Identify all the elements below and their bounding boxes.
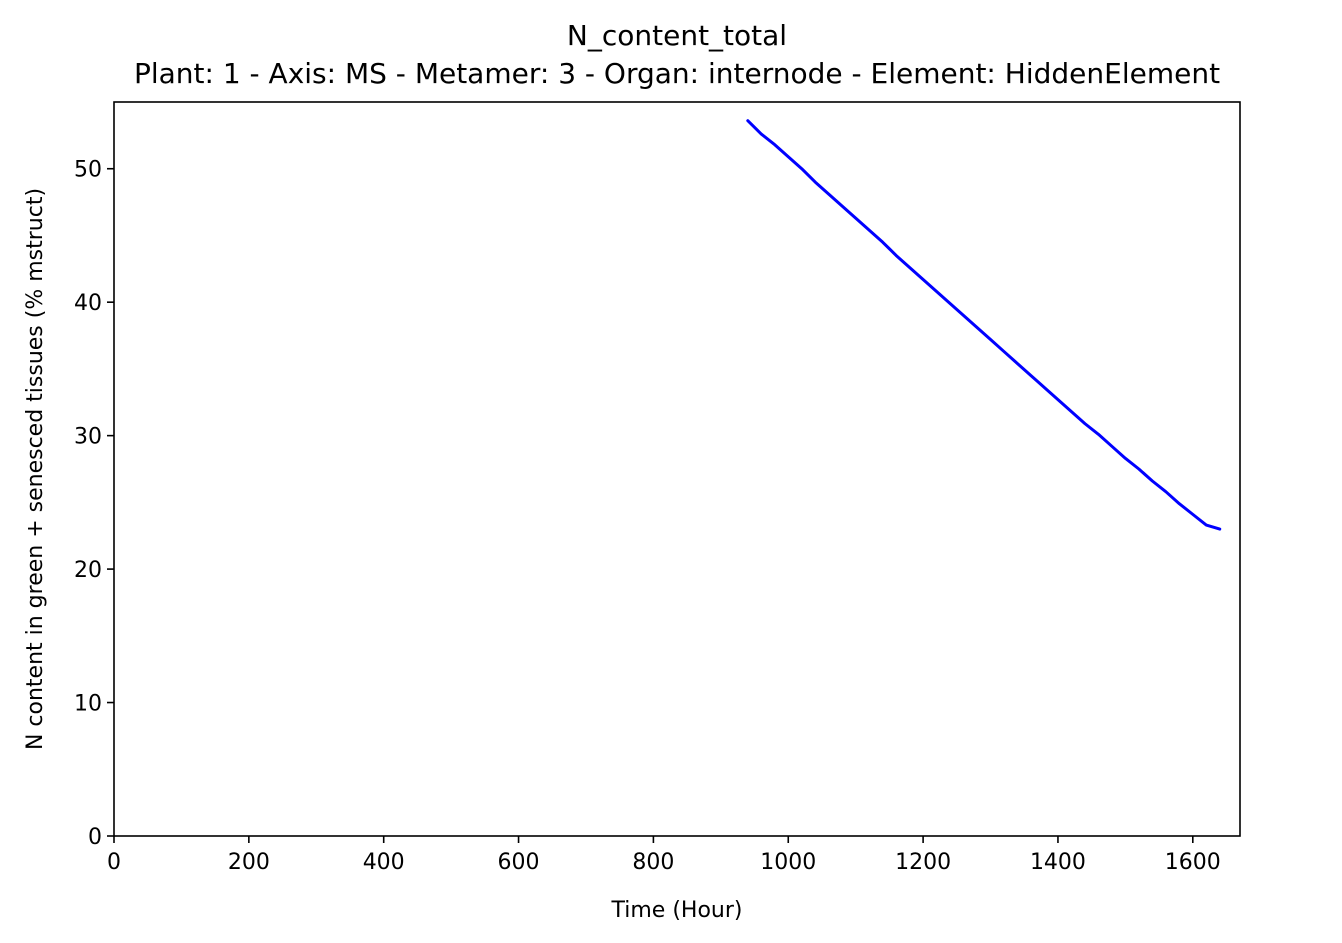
x-tick-label: 0 xyxy=(107,850,121,875)
chart-subtitle: Plant: 1 - Axis: MS - Metamer: 3 - Organ… xyxy=(134,57,1220,90)
series-line-0 xyxy=(746,119,1222,531)
x-tick-label: 600 xyxy=(498,850,540,875)
y-tick-label: 50 xyxy=(74,158,102,183)
y-tick-label: 10 xyxy=(74,692,102,717)
y-tick-label: 40 xyxy=(74,291,102,316)
x-tick-label: 1200 xyxy=(895,850,951,875)
x-tick-label: 1600 xyxy=(1165,850,1221,875)
y-tick-label: 30 xyxy=(74,425,102,450)
x-tick-label: 200 xyxy=(228,850,270,875)
tick-layer: 0 200 400 600 800 1000 1200 1400 1600 0 10 20 30 40 50 xyxy=(74,158,1221,875)
plot-frame xyxy=(113,101,1241,837)
x-tick-label: 1000 xyxy=(760,850,816,875)
x-tick-label: 400 xyxy=(363,850,405,875)
series-layer xyxy=(746,119,1222,531)
y-axis-label: N content in green + senesced tissues (%… xyxy=(23,188,48,750)
y-tick-label: 20 xyxy=(74,558,102,583)
chart-title: N_content_total xyxy=(567,19,787,52)
x-axis-label: Time (Hour) xyxy=(611,898,743,923)
x-tick-label: 800 xyxy=(632,850,674,875)
y-tick-label: 0 xyxy=(88,825,102,850)
x-tick-label: 1400 xyxy=(1030,850,1086,875)
